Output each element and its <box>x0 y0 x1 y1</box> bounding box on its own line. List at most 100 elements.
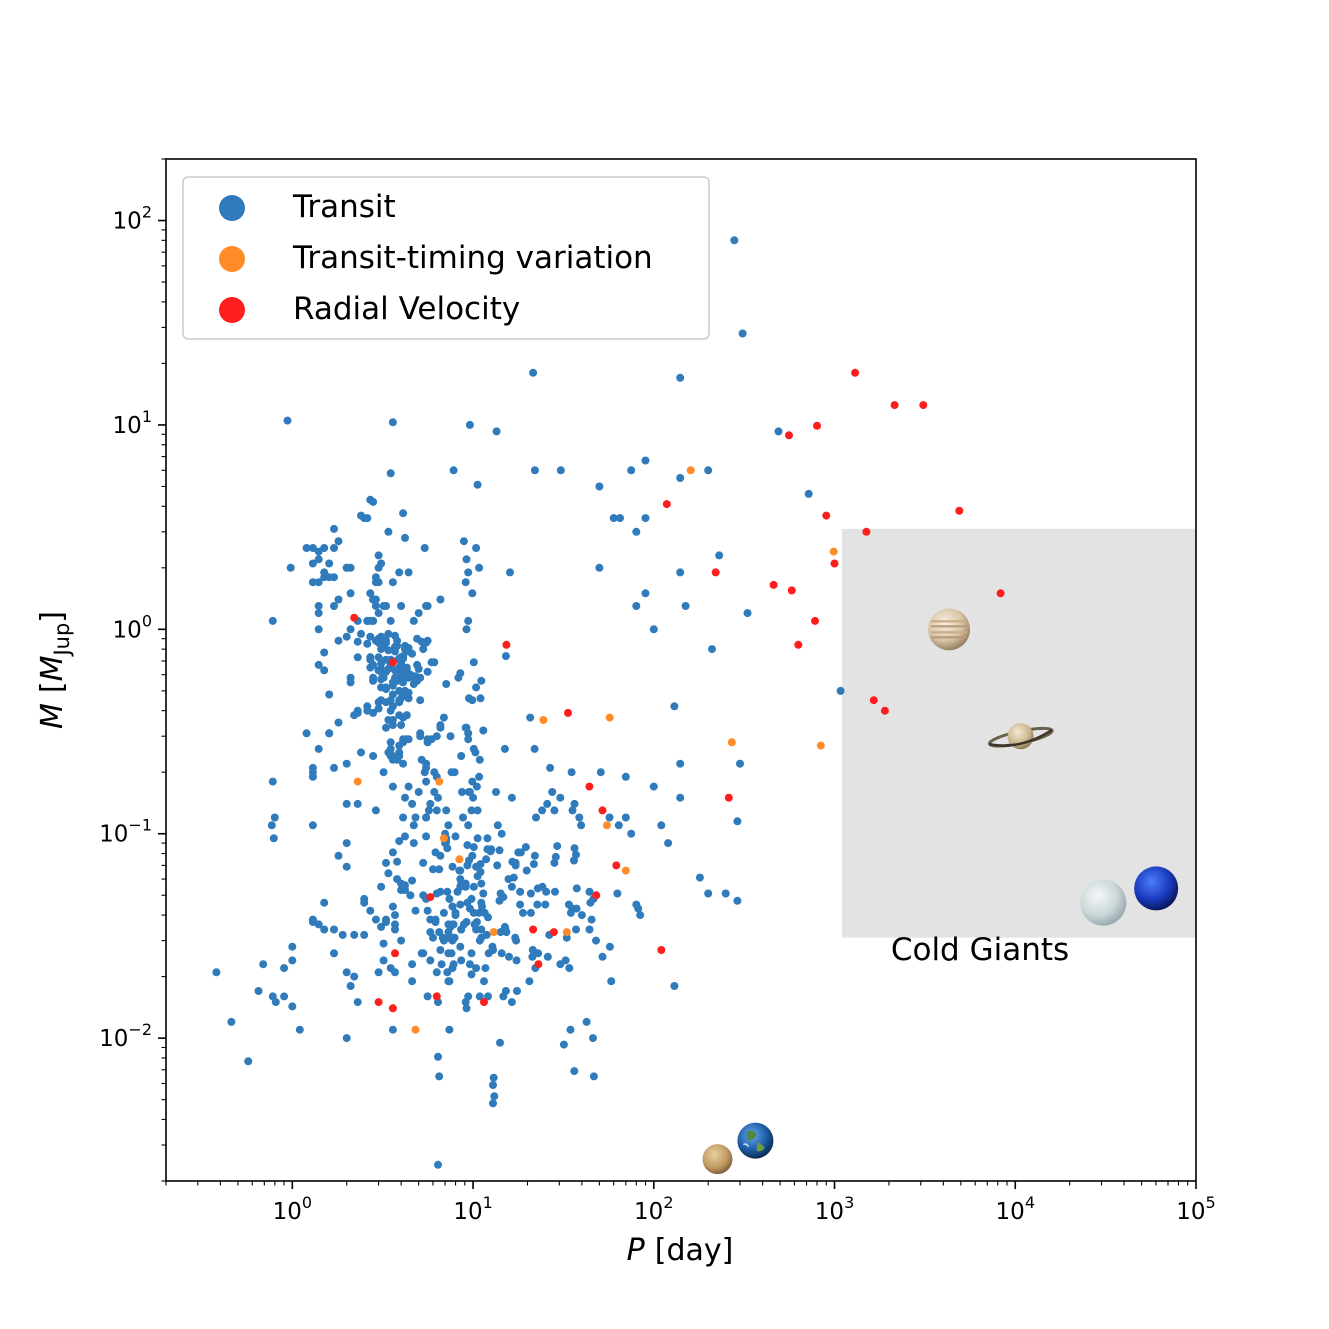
data-point <box>374 578 383 587</box>
data-point <box>369 497 378 506</box>
data-point <box>439 713 448 722</box>
data-point <box>288 942 297 951</box>
data-point <box>330 763 338 772</box>
data-point <box>475 992 484 1001</box>
data-point <box>408 876 417 885</box>
data-point <box>288 956 297 965</box>
earth-icon <box>737 1122 774 1159</box>
data-point <box>456 900 465 909</box>
series-1 <box>353 466 838 1034</box>
data-point <box>357 629 365 638</box>
data-point <box>559 1040 568 1049</box>
data-point <box>377 645 386 654</box>
data-point <box>830 559 839 568</box>
data-point <box>483 845 492 854</box>
data-point <box>369 752 378 760</box>
data-point <box>411 1025 420 1034</box>
data-point <box>382 858 390 867</box>
data-point <box>556 960 565 969</box>
data-point <box>459 537 468 546</box>
data-point <box>435 1072 444 1081</box>
data-point <box>374 638 383 647</box>
data-point <box>449 466 458 475</box>
data-point <box>408 960 417 969</box>
data-point <box>386 469 395 478</box>
data-point <box>320 648 329 657</box>
data-point <box>572 904 581 913</box>
data-point <box>455 855 464 864</box>
data-point <box>422 777 431 786</box>
legend-marker-ttv <box>219 246 245 272</box>
data-point <box>465 420 474 429</box>
data-point <box>419 645 428 654</box>
data-point <box>811 616 819 625</box>
data-point <box>473 834 482 843</box>
data-point <box>519 908 527 917</box>
data-point <box>342 1034 351 1043</box>
data-point <box>451 908 460 917</box>
data-point <box>575 813 584 822</box>
data-point <box>473 872 482 881</box>
data-point <box>395 696 404 705</box>
data-point <box>670 982 679 990</box>
data-point <box>350 613 359 622</box>
data-point <box>632 602 641 610</box>
data-point <box>595 563 604 572</box>
data-point <box>393 857 402 866</box>
data-point <box>388 1004 397 1013</box>
data-point <box>382 918 390 926</box>
data-point <box>342 968 351 977</box>
data-point <box>481 964 490 973</box>
data-point <box>342 839 351 848</box>
data-point <box>408 799 417 808</box>
data-point <box>804 489 813 498</box>
data-point <box>401 832 409 841</box>
data-point <box>733 817 742 826</box>
data-point <box>280 992 289 1001</box>
saturn-icon <box>987 723 1054 750</box>
data-point <box>402 711 411 720</box>
data-point <box>511 858 520 867</box>
data-point <box>379 939 388 948</box>
data-point <box>472 862 481 871</box>
data-point <box>743 609 752 618</box>
data-point <box>465 788 473 796</box>
data-point <box>479 889 488 898</box>
uranus-icon <box>1080 879 1127 926</box>
data-point <box>397 602 406 610</box>
data-point <box>533 900 542 909</box>
data-point <box>464 735 473 744</box>
data-point <box>449 933 458 942</box>
data-point <box>469 882 478 891</box>
data-point <box>320 666 329 675</box>
data-point <box>477 925 486 934</box>
data-point <box>769 580 778 589</box>
data-point <box>479 726 488 735</box>
data-point <box>414 664 423 673</box>
data-point <box>434 793 442 802</box>
data-point <box>439 834 448 843</box>
data-point <box>391 647 399 656</box>
data-point <box>614 821 623 830</box>
y-tick-label: 100 <box>113 611 152 643</box>
data-point <box>420 544 429 552</box>
data-point <box>401 881 409 890</box>
data-point <box>469 843 478 852</box>
legend-label-ttv: Transit-timing variation <box>292 240 653 276</box>
data-point <box>432 992 441 1001</box>
data-point <box>676 793 685 802</box>
data-point <box>570 799 579 808</box>
data-point <box>496 1038 504 1047</box>
data-point <box>444 977 453 986</box>
data-point <box>851 368 860 377</box>
data-point <box>446 732 455 741</box>
data-point <box>449 960 458 969</box>
data-point <box>391 949 399 958</box>
data-point <box>585 925 594 934</box>
data-point <box>353 998 362 1007</box>
data-point <box>657 821 666 830</box>
data-point <box>612 861 621 870</box>
data-point <box>444 928 453 937</box>
data-point <box>366 632 375 641</box>
data-point <box>423 667 432 676</box>
